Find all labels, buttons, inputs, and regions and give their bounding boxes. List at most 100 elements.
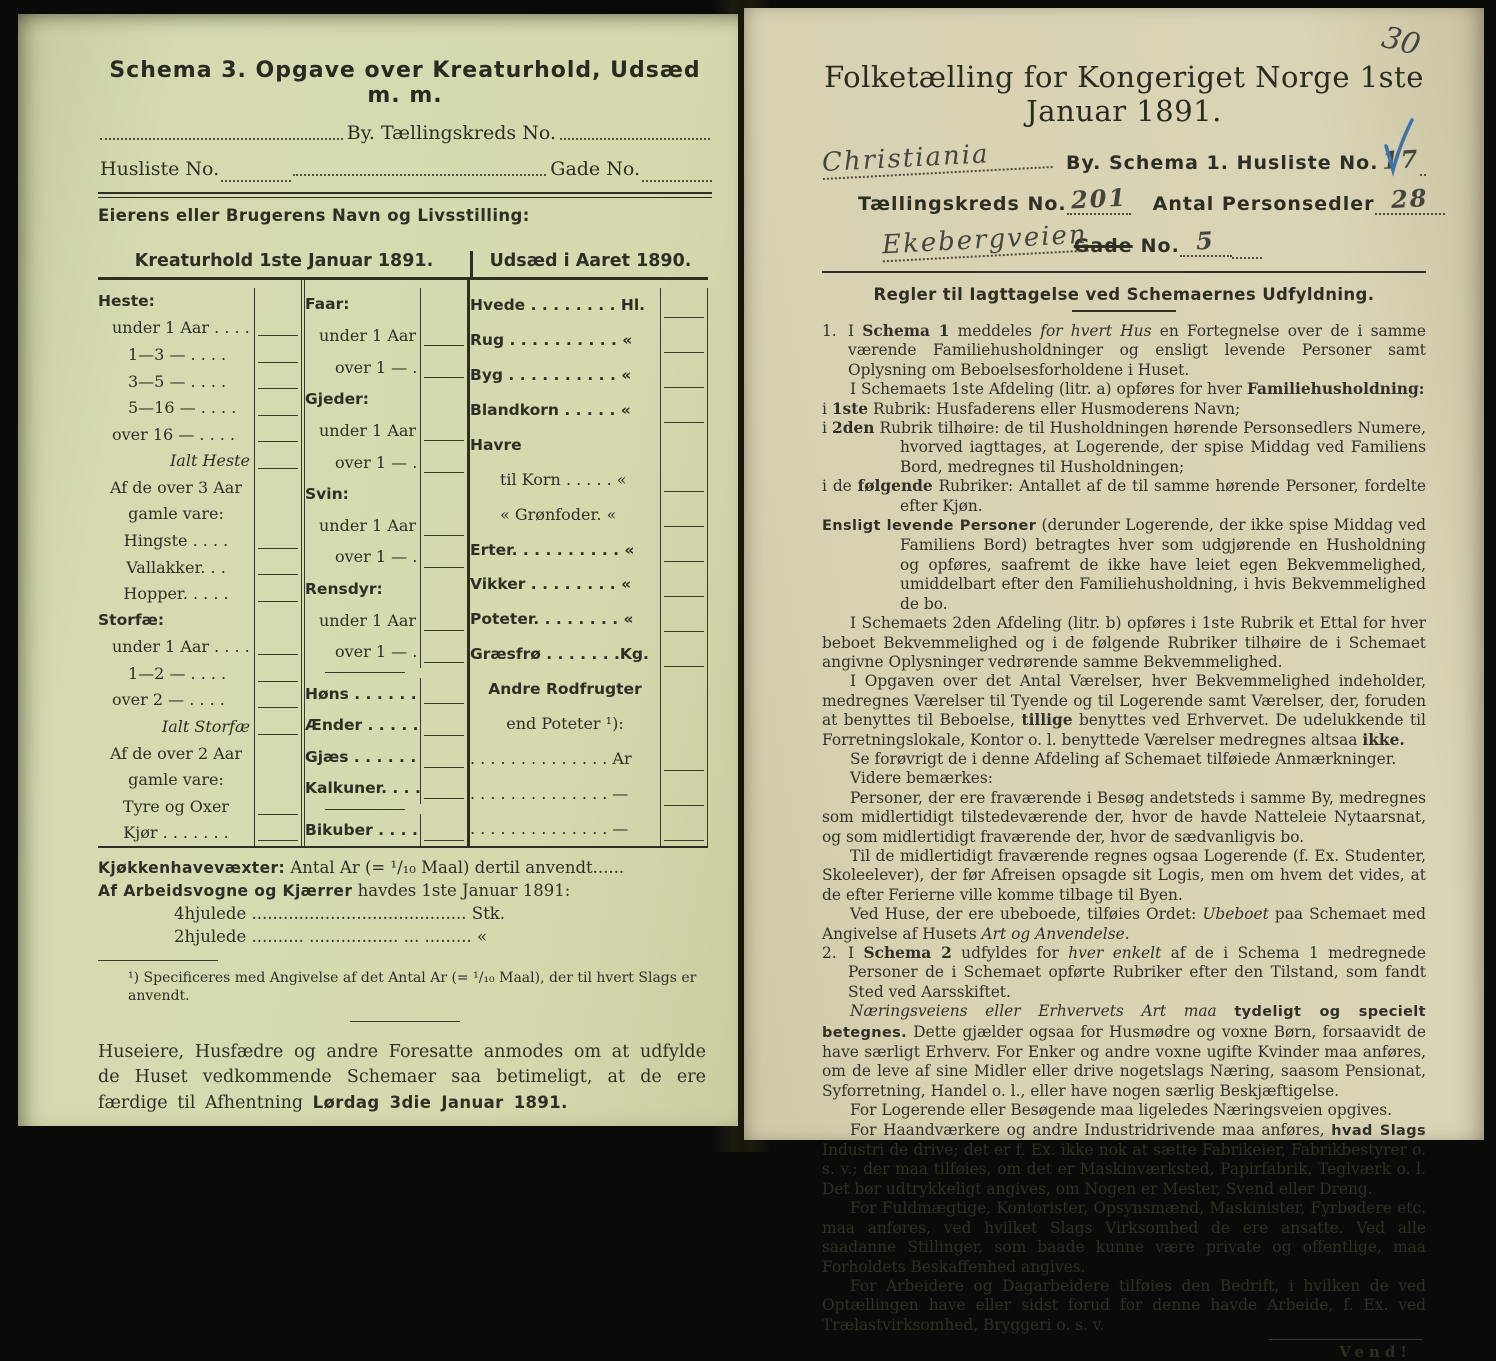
answer-line [424, 345, 464, 347]
misc-line: Kjøkkenhavevæxter: Antal Ar (= ¹/₁₀ Maal… [98, 858, 625, 877]
misc-line: Af Arbeidsvogne og Kjærrer havdes 1ste J… [98, 881, 571, 900]
table-row: Svin: [305, 477, 467, 510]
dotted-fill [100, 124, 343, 140]
table-row: 1—2 — . . . . [98, 660, 301, 687]
row-label: til Korn . . . . . « [500, 470, 627, 490]
table-row: Blandkorn . . . . . « [470, 392, 708, 428]
by-schema-label: By. Schema 1. Husliste No. [1066, 152, 1379, 174]
answer-line [424, 703, 464, 705]
answer-line [664, 805, 704, 807]
row-label: Tyre og Oxer [122, 796, 230, 816]
answer-cell [254, 660, 301, 687]
answer-cell [254, 394, 301, 421]
answer-line [424, 440, 464, 442]
row-label: under 1 Aar . . . . [319, 420, 420, 440]
column-separator-rule [305, 668, 467, 678]
row-label: « Grønfoder. « [500, 505, 617, 525]
row-label: 5—16 — . . . . [128, 398, 237, 418]
rules-paragraph: Næringsveiens eller Erhvervets Art maa t… [822, 1002, 1426, 1100]
row-label: gamle vare: [128, 770, 224, 790]
table-row: 1—3 — . . . . [98, 341, 301, 368]
answer-line [424, 630, 464, 632]
answer-line [424, 798, 464, 800]
row-label: Rug . . . . . . . . . . « [470, 331, 633, 350]
answer-cell [420, 772, 467, 805]
table-row: over 1 — . . . . [305, 351, 467, 383]
answer-cell [420, 814, 467, 846]
table-row: Ialt Storfæ [98, 713, 301, 740]
table-row: til Korn . . . . . « [470, 462, 708, 498]
answer-line [258, 335, 298, 337]
table-row: Tyre og Oxer [98, 792, 301, 820]
answer-cell [420, 572, 467, 605]
rules-paragraph: 1. I Schema 1 meddeles for hvert Hus en F… [822, 322, 1426, 379]
table-row: Gjæs . . . . . . . . . . [305, 740, 467, 773]
answer-line [424, 376, 464, 378]
answer-cell [254, 792, 301, 820]
table-row: Erter. . . . . . . . . . « [470, 532, 708, 567]
answer-cell [660, 497, 708, 533]
answer-cell [660, 776, 708, 812]
left-page-title: Schema 3. Opgave over Kreaturhold, Udsæd… [109, 58, 701, 108]
row-label: Poteter. . . . . . . . « [470, 610, 634, 629]
closing-text: Huseiere, Husfædre og andre Foresatte an… [98, 1041, 706, 1113]
answer-line [258, 654, 298, 656]
row-label: Erter. . . . . . . . . . « [470, 540, 635, 559]
livestock-table: Kreaturhold 1ste Januar 1891. Udsæd i Aa… [98, 251, 708, 848]
rules-paragraph: I Opgaven over det Antal Værelser, hver … [822, 672, 1426, 749]
row-label: Hopper. . . . . [123, 584, 229, 604]
table-row: over 16 — . . . . [98, 420, 301, 448]
row-label: Kjør . . . . . . . [123, 823, 229, 843]
table-row: over 2 — . . . . [98, 686, 301, 714]
table-row: under 1 Aar . . . . [305, 319, 467, 352]
row-label: under 1 Aar . . . . [319, 325, 420, 345]
answer-line [258, 441, 298, 443]
answer-cell [254, 474, 301, 501]
table-row: Af de over 2 Aar [98, 739, 301, 767]
answer-line [424, 535, 464, 537]
row-label: Af de over 3 Aar [110, 477, 242, 497]
answer-line [664, 561, 704, 562]
gade-label-struck: Gade [1073, 235, 1133, 257]
row-label: end Poteter ¹): [506, 714, 624, 734]
vend-line: Vend! [822, 1339, 1426, 1361]
answer-cell [420, 351, 467, 383]
answer-line [258, 680, 298, 682]
answer-cell [660, 741, 708, 777]
rules-text: 1. I Schema 1 meddeles for hvert Hus en F… [822, 322, 1426, 1335]
answer-line [258, 468, 298, 470]
table-row: Poteter. . . . . . . . « [470, 601, 708, 637]
table-row: . . . . . . . . . . . . . . Ar [470, 741, 708, 777]
answer-line [258, 547, 298, 549]
table-row: Storfæ: [98, 606, 301, 634]
tkreds-label: Tællingskreds No. [858, 193, 1067, 215]
header-udsaed: Udsæd i Aaret 1890. [489, 251, 692, 271]
rules-paragraph: 2. I Schema 2 udfyldes for hver enkelt af… [822, 944, 1426, 1001]
row-label: Havre [470, 435, 522, 454]
answer-cell [660, 427, 708, 463]
row-label: Høns . . . . . . . . . . . [305, 684, 420, 703]
column-faar-svin: Faar: under 1 Aar . . . . over 1 — . . . .… [305, 280, 470, 846]
table-row: Kjør . . . . . . . [98, 819, 301, 847]
answer-line [424, 766, 464, 768]
list-number: 2. [822, 944, 837, 962]
answer-cell [660, 357, 708, 393]
table-row: under 1 Aar . . . . [98, 314, 301, 342]
answer-cell [254, 606, 301, 634]
misc-line: 2hjulede .......... ................. ..… [174, 927, 488, 946]
table-row: under 1 Aar . . . . [98, 633, 301, 661]
dotted-fill [642, 166, 712, 182]
answer-cell [420, 319, 467, 352]
answer-line [664, 630, 704, 632]
answer-line [258, 733, 298, 735]
husliste-label: Husliste No. [100, 158, 220, 180]
table-row: gamle vare: [98, 766, 301, 793]
answer-line [424, 734, 464, 736]
answer-cell [420, 446, 467, 478]
answer-cell [254, 420, 301, 448]
table-row: under 1 Aar . . . . [305, 509, 467, 542]
row-label: Gjeder: [305, 389, 369, 408]
rules-paragraph: i 1ste Rubrik: Husfaderens eller Husmode… [822, 399, 1241, 418]
answer-cell [660, 322, 708, 358]
table-row: over 1 — . . . . [305, 446, 467, 478]
